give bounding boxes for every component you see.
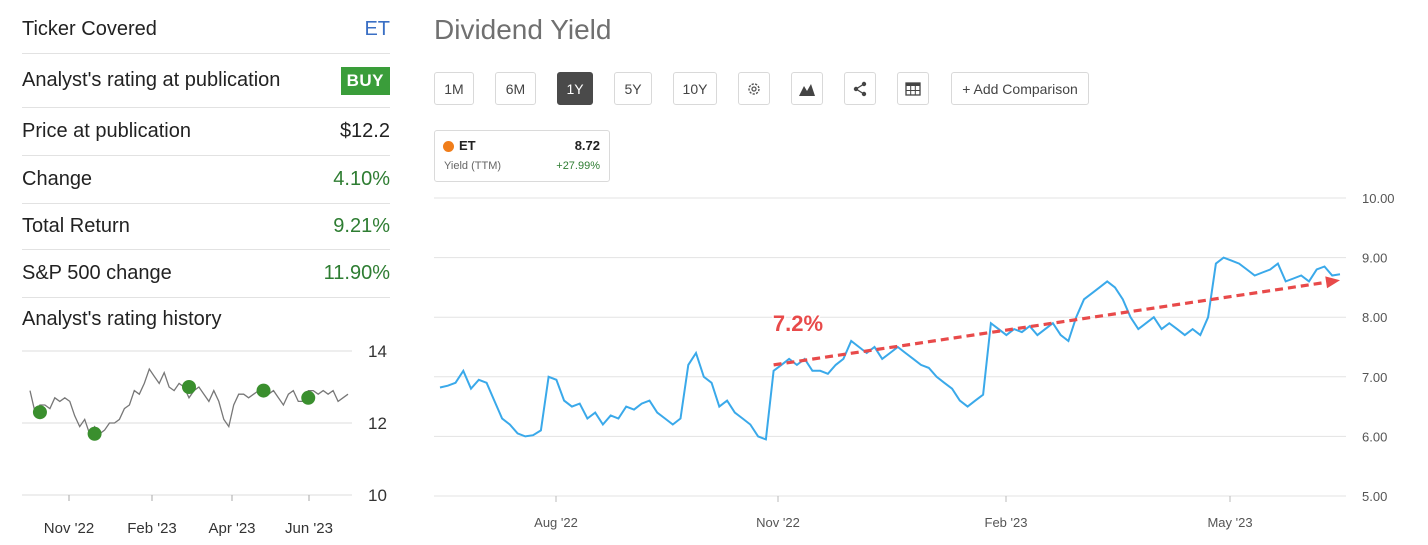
rating-marker [182,380,196,394]
rating-row: Analyst's rating at publication BUY [22,54,390,108]
rating-marker [32,405,47,420]
ticker-row: Ticker Covered ET [22,6,390,54]
total-return-row: Total Return 9.21% [22,204,390,250]
x-tick-label: May '23 [1207,515,1252,530]
add-comparison-button[interactable]: + Add Comparison [951,72,1089,105]
ticker-value[interactable]: ET [364,18,390,40]
y-tick-label: 10.00 [1362,191,1395,206]
range-button-1y[interactable]: 1Y [557,72,593,105]
trend-arrow-head [1325,276,1340,289]
range-button-1m[interactable]: 1M [434,72,474,105]
y-tick-label: 7.00 [1362,370,1387,385]
legend-value: 8.72 [574,138,600,153]
mini-x-tick-label: Feb '23 [127,520,177,537]
rating-history-title: Analyst's rating history [22,308,222,330]
mini-x-tick-label: Nov '22 [44,520,94,537]
range-button-10y[interactable]: 10Y [673,72,717,105]
y-tick-label: 8.00 [1362,310,1387,325]
legend-yield-label: Yield (TTM) [444,160,502,172]
range-button-6m[interactable]: 6M [495,72,536,105]
rating-marker [256,383,271,398]
sp500-row: S&P 500 change 11.90% [22,250,390,298]
sp500-value: 11.90% [323,262,390,284]
sp500-label: S&P 500 change [22,262,172,284]
legend-color-dot [443,141,454,152]
y-tick-label: 5.00 [1362,489,1387,504]
price-value: $12.2 [339,120,390,142]
rating-label: Analyst's rating at publication [22,69,281,91]
mini-y-tick-label: 10 [368,486,387,505]
total-return-label: Total Return [22,215,130,237]
legend-change: +27.99% [556,160,600,172]
price-label: Price at publication [22,120,191,142]
rating-history-chart: 10 12 14 Nov '22 Feb '23 Apr '23 Jun '23 [22,342,387,537]
trend-annotation: 7.2% [773,311,823,336]
change-label: Change [22,168,93,190]
y-tick-label: 9.00 [1362,251,1387,266]
settings-button[interactable] [738,72,770,105]
trend-arrow-line [773,280,1331,367]
table-button[interactable] [897,72,929,105]
buy-badge: BUY [340,66,390,95]
ticker-label: Ticker Covered [22,18,157,40]
mini-x-tick-label: Jun '23 [285,520,333,537]
mini-x-tick-label: Apr '23 [208,520,255,537]
legend-ticker: ET [459,138,476,153]
mini-y-tick-label: 14 [368,342,387,361]
x-tick-label: Feb '23 [985,515,1028,530]
share-button[interactable] [844,72,876,105]
y-tick-label: 6.00 [1362,429,1387,444]
dividend-yield-chart: 5.00 6.00 7.00 8.00 9.00 10.00 Aug '22 Nov '22 F… [434,191,1395,530]
x-tick-label: Aug '22 [534,515,578,530]
chart-type-button[interactable] [791,72,823,105]
main-chart-title: Dividend Yield [434,14,612,45]
rating-marker [87,426,102,441]
share-icon [853,81,867,96]
change-row: Change 4.10% [22,156,390,204]
yield-line [439,256,1341,441]
mini-price-line [29,367,349,436]
table-icon [905,81,921,96]
change-value: 4.10% [333,168,390,190]
settings-icon [748,82,760,95]
mini-y-tick-label: 12 [368,414,387,433]
series-legend-box: ET 8.72 Yield (TTM) +27.99% [434,130,610,182]
x-tick-label: Nov '22 [756,515,800,530]
ticker-info-panel: Ticker Covered ET Analyst's rating at pu… [22,0,390,545]
range-button-5y[interactable]: 5Y [614,72,652,105]
price-row: Price at publication $12.2 [22,108,390,156]
chart-type-icon [799,83,815,96]
total-return-value: 9.21% [333,215,390,237]
rating-marker [301,390,316,405]
